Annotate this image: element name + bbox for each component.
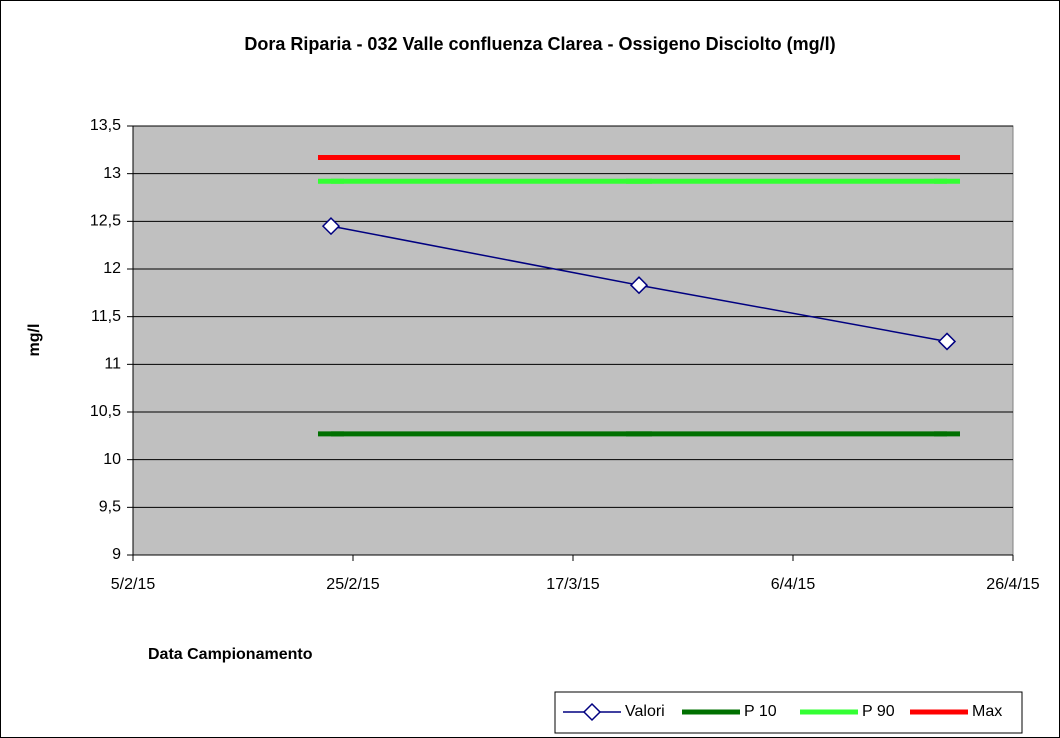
y-tick-label: 13 [103,165,121,182]
y-axis-label: mg/l [26,324,43,357]
x-tick-label: 5/2/15 [111,576,156,593]
marker [629,276,649,295]
legend-label: Valori [625,703,665,720]
marker [321,217,341,236]
x-tick-label: 25/2/15 [326,576,379,593]
chart-title: Dora Riparia - 032 Valle confluenza Clar… [244,34,835,54]
y-tick-label: 9 [112,546,121,563]
x-tick-label: 6/4/15 [771,576,816,593]
x-tick-label: 17/3/15 [546,576,599,593]
y-tick-label: 10 [103,451,121,468]
y-tick-label: 13,5 [90,117,121,134]
marker [937,332,957,351]
legend-label: Max [972,703,1002,720]
y-tick-label: 10,5 [90,403,121,420]
legend-label: P 10 [744,703,777,720]
plot-area [132,125,1014,556]
legend-label: P 90 [862,703,895,720]
y-tick-label: 11,5 [91,308,121,325]
y-tick-label: 12 [103,260,121,277]
y-tick-label: 12,5 [90,213,121,230]
x-axis-label: Data Campionamento [148,646,313,663]
y-tick-label: 9,5 [99,499,121,516]
x-tick-label: 26/4/15 [986,576,1039,593]
y-tick-label: 11 [104,356,121,373]
legend-marker [582,702,602,722]
